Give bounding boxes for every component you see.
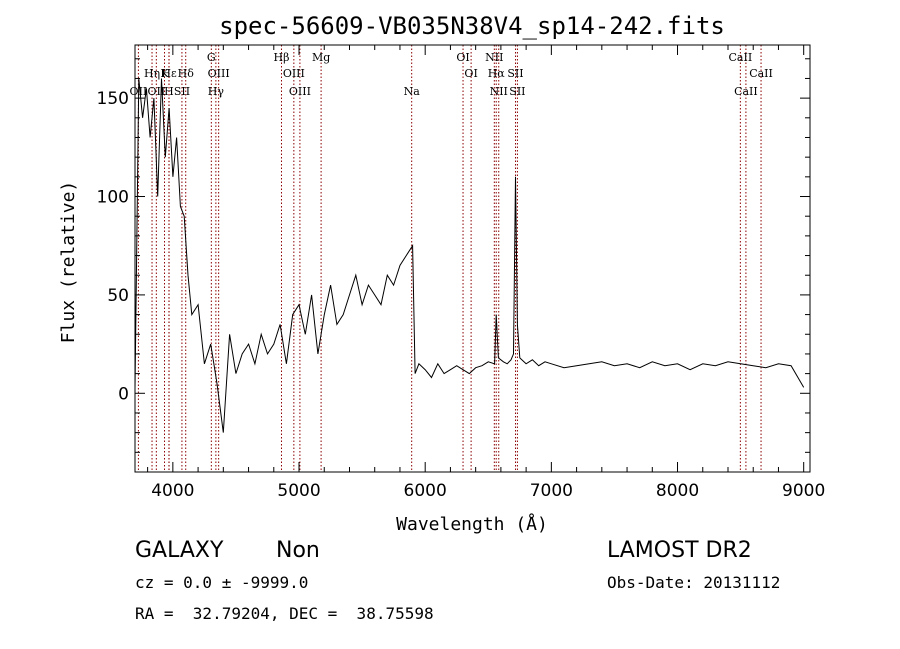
line-marker-label-24: CaII bbox=[734, 85, 758, 98]
x-tick-label: 5000 bbox=[277, 481, 320, 501]
spectrum-line bbox=[134, 78, 805, 433]
x-tick-label: 4000 bbox=[151, 481, 194, 501]
line-marker-label-18: NII bbox=[485, 51, 503, 64]
object-subclass: Non bbox=[276, 538, 320, 563]
x-tick-label: 6000 bbox=[404, 481, 447, 501]
line-marker-label-22: SII bbox=[509, 85, 525, 98]
x-tick-label: 9000 bbox=[782, 481, 825, 501]
y-tick-label: 0 bbox=[118, 384, 129, 404]
survey-name: LAMOST DR2 bbox=[607, 538, 752, 563]
y-tick-label: 50 bbox=[107, 286, 129, 306]
line-marker-label-23: CaII bbox=[729, 51, 753, 64]
line-marker-label-2: OII bbox=[147, 85, 165, 98]
line-marker-label-8: G bbox=[207, 51, 216, 64]
line-marker-label-11: Hβ bbox=[274, 51, 290, 64]
line-marker-label-9: OIII bbox=[208, 67, 230, 80]
line-marker-label-16: OI bbox=[456, 51, 469, 64]
line-marker-label-6: SII bbox=[174, 85, 190, 98]
line-marker-label-13: OIII bbox=[289, 85, 311, 98]
line-marker-label-5: Hε bbox=[161, 67, 177, 80]
line-marker-label-15: Na bbox=[404, 85, 421, 98]
observation-date: Obs-Date: 20131112 bbox=[607, 573, 781, 592]
chart-title: spec-56609-VB035N38V4_sp14-242.fits bbox=[219, 12, 725, 40]
plot-frame bbox=[134, 44, 811, 473]
line-marker-label-21: SII bbox=[507, 67, 523, 80]
redshift-cz: cz = 0.0 ± -9999.0 bbox=[135, 573, 309, 592]
line-marker-label-7: Hδ bbox=[178, 67, 195, 80]
line-marker-label-25: CaII bbox=[749, 67, 773, 80]
object-class: GALAXY bbox=[135, 538, 224, 563]
y-tick-label: 150 bbox=[97, 89, 129, 109]
line-marker-label-1: Hη bbox=[144, 67, 160, 80]
line-marker-label-12: OIII bbox=[283, 67, 305, 80]
x-tick-label: 8000 bbox=[656, 481, 699, 501]
line-marker-label-0: OII bbox=[130, 85, 148, 98]
line-marker-label-10: Hγ bbox=[208, 85, 225, 98]
y-tick-label: 100 bbox=[97, 188, 129, 208]
y-axis-label: Flux (relative) bbox=[58, 181, 79, 344]
line-marker-label-4: H bbox=[164, 85, 174, 98]
coordinates: RA = 32.79204, DEC = 38.75598 bbox=[135, 604, 434, 623]
line-marker-label-17: OI bbox=[464, 67, 477, 80]
line-marker-label-20: NII bbox=[490, 85, 508, 98]
line-marker-label-14: Mg bbox=[312, 51, 330, 64]
line-marker-label-19: Hα bbox=[488, 67, 506, 80]
x-axis-label: Wavelength (Å) bbox=[396, 513, 548, 535]
line-marker-label-3: K bbox=[160, 67, 169, 80]
x-tick-label: 7000 bbox=[530, 481, 573, 501]
